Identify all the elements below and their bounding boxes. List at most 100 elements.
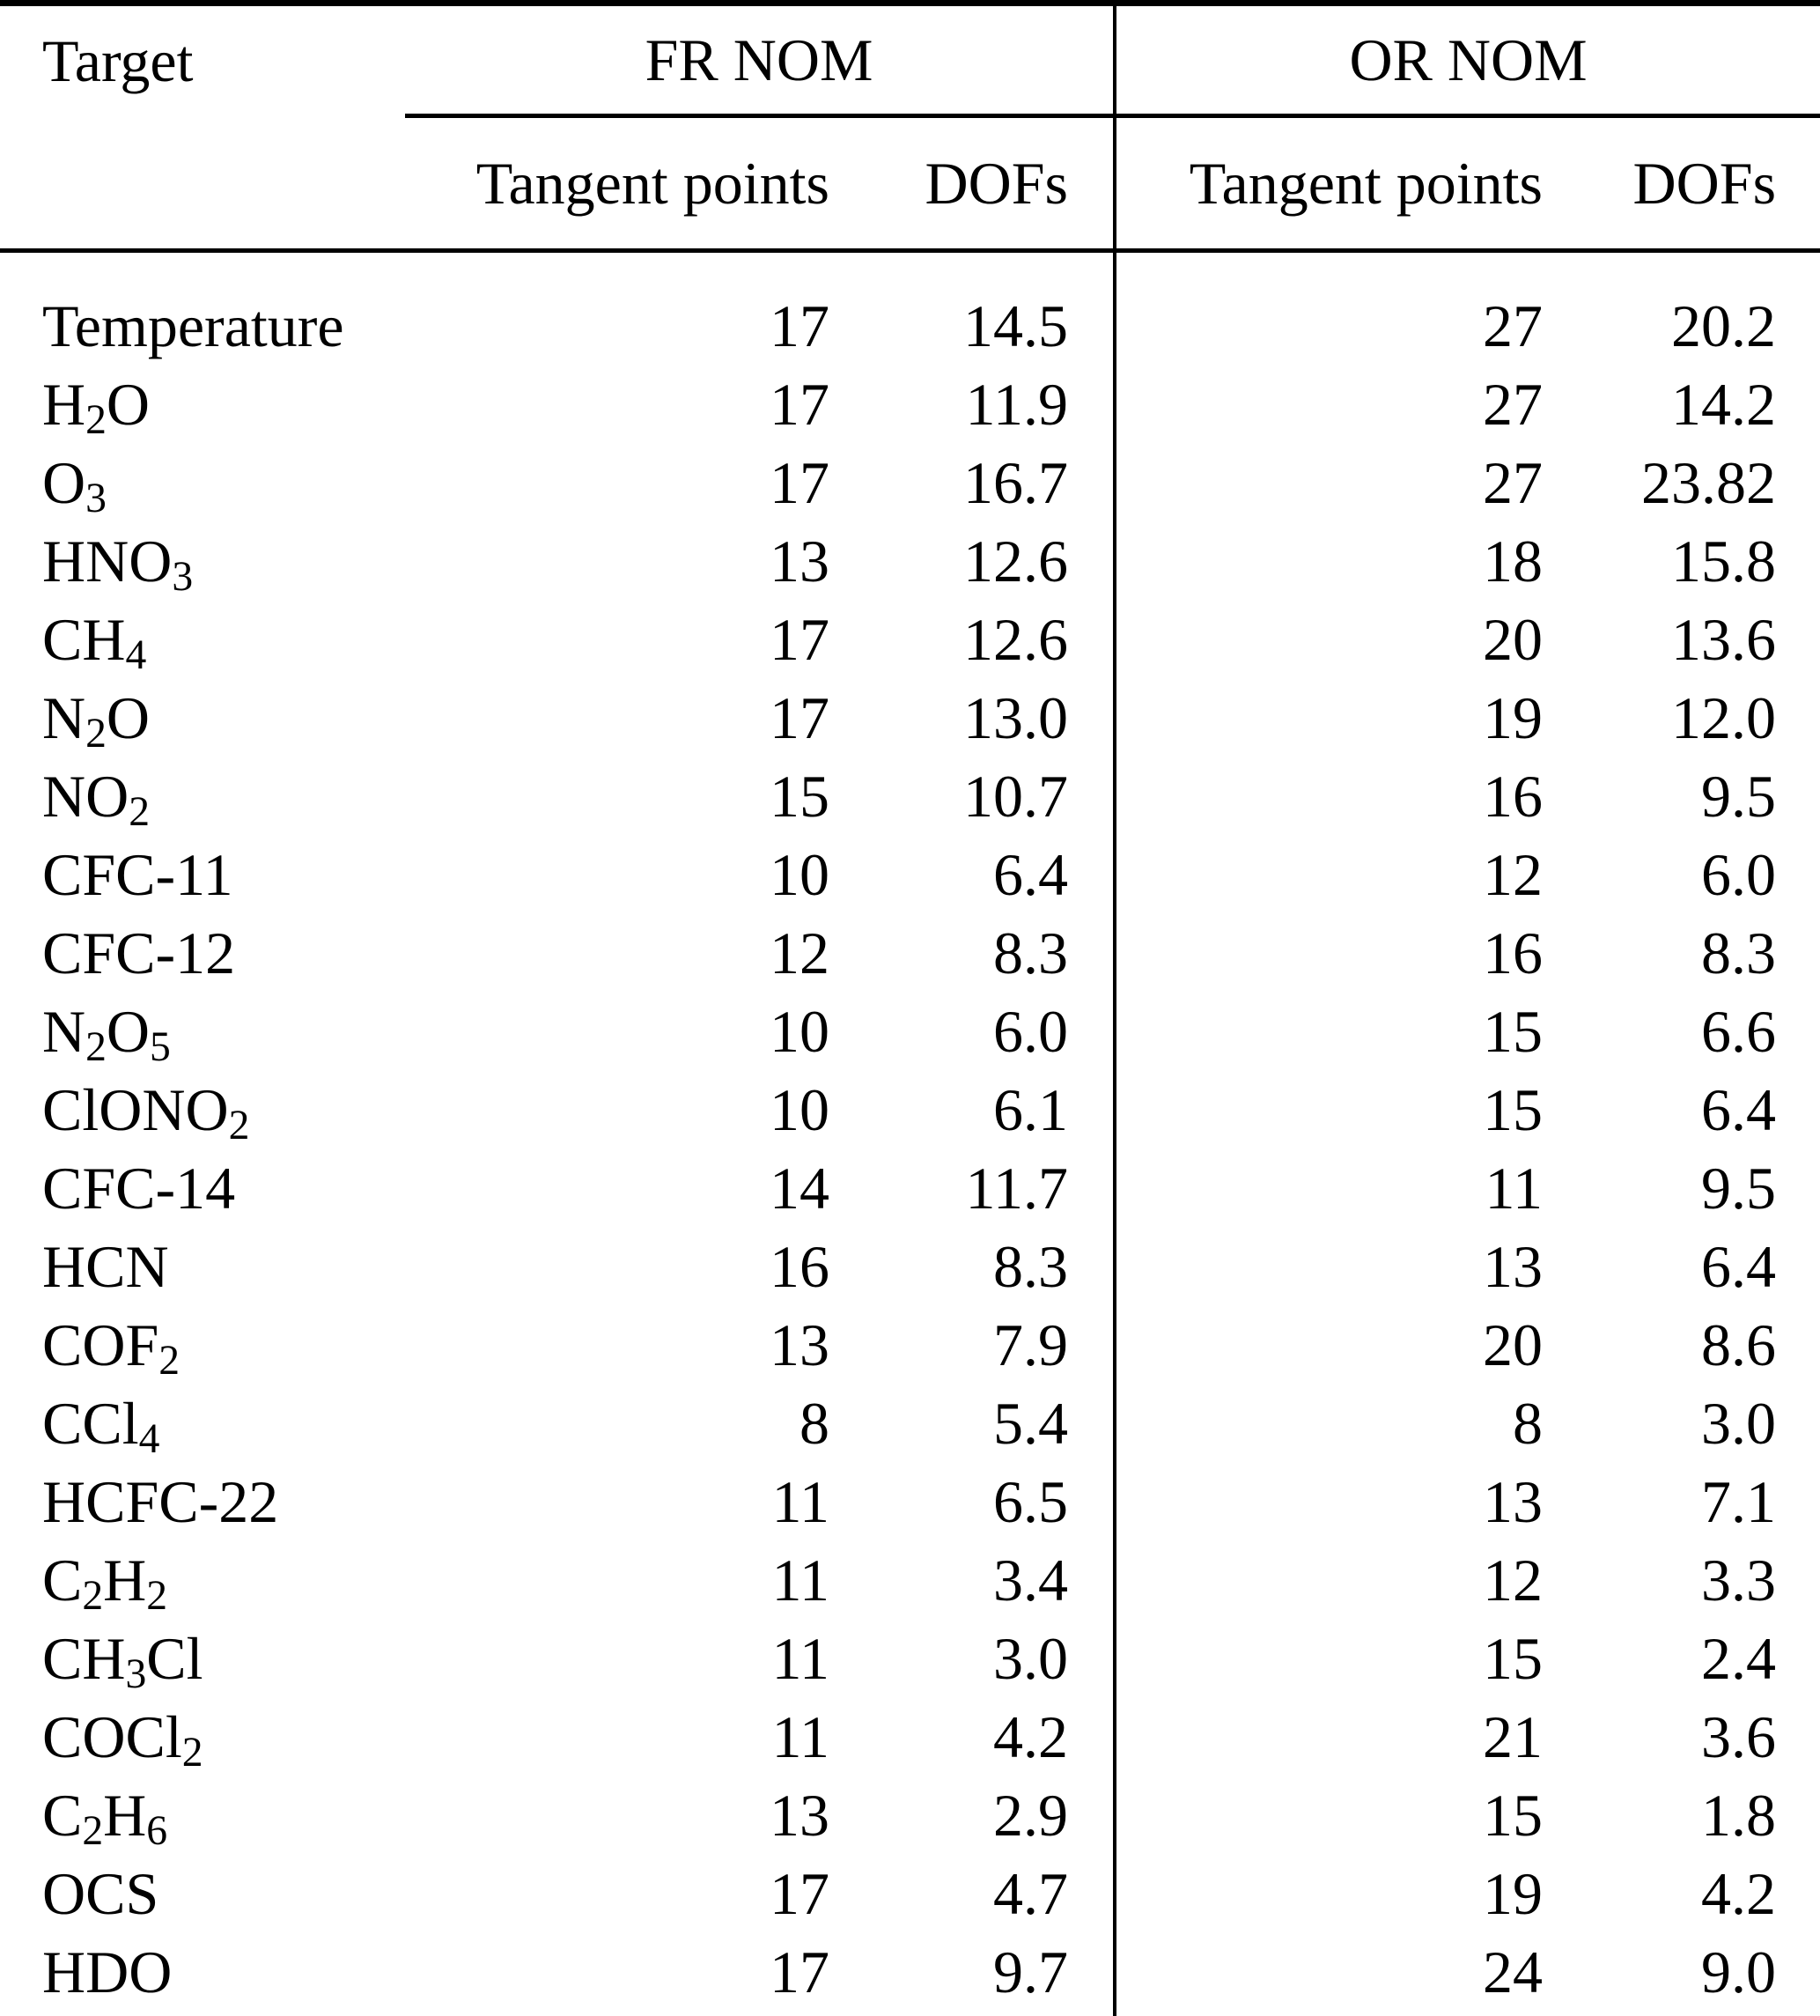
fr-dofs-value: 7.9 [844, 1306, 1117, 1385]
or-tangent-points-value: 13 [1483, 1468, 1544, 1535]
fr-dofs-value: 5.4 [844, 1385, 1117, 1463]
target-name-cell: CH3Cl [42, 1625, 203, 1698]
fr-dofs-value: 8.3 [844, 1228, 1117, 1306]
or-dofs-value: 6.6 [1701, 998, 1777, 1065]
fr-tangent-points-value: 14 [770, 1155, 829, 1222]
target-name-cell: O3 [42, 449, 107, 522]
fr-dofs-value: 6.1 [844, 1071, 1117, 1149]
sub-header-fr-tangent-points: Tangent points [405, 115, 844, 253]
fr-dofs-value: 11.9 [844, 366, 1117, 444]
fr-dofs-value: 4.7 [844, 1855, 1117, 1933]
fr-dofs-value: 2.9 [844, 1776, 1117, 1855]
or-tangent-points-value: 15 [1483, 1782, 1544, 1849]
target-name-cell: HCN [42, 1233, 169, 1300]
or-dofs-value: 3.6 [1701, 1703, 1777, 1770]
or-dofs-value: 8.6 [1701, 1311, 1777, 1378]
table-row: H2O 17 11.9 27 14.2 [0, 366, 1820, 444]
target-name-cell: Temperature [42, 292, 344, 359]
table-row: C2H6 13 2.9 15 1.8 [0, 1776, 1820, 1855]
or-dofs-value: 20.2 [1671, 292, 1777, 359]
target-name-cell: ClONO2 [42, 1076, 250, 1149]
or-tangent-points-value: 16 [1483, 763, 1544, 830]
or-tangent-points-value: 27 [1483, 449, 1544, 516]
table-row: O3 17 16.7 27 23.82 [0, 444, 1820, 522]
target-name-cell: C2H6 [42, 1782, 168, 1855]
table-row: HDO 17 9.7 24 9.0 [0, 1933, 1820, 2016]
target-name-cell: CCl4 [42, 1390, 160, 1463]
or-tangent-points-value: 13 [1483, 1233, 1544, 1300]
fr-dofs-value: 6.5 [844, 1463, 1117, 1541]
or-tangent-points-value: 27 [1483, 292, 1544, 359]
or-tangent-points-value: 19 [1483, 1860, 1544, 1927]
or-dofs-value: 13.6 [1671, 606, 1777, 673]
or-tangent-points-value: 27 [1483, 371, 1544, 438]
or-dofs-value: 1.8 [1701, 1782, 1777, 1849]
or-dofs-value: 2.4 [1701, 1625, 1777, 1692]
fr-dofs-value: 6.4 [844, 836, 1117, 914]
or-dofs-value: 7.1 [1701, 1468, 1777, 1535]
fr-tangent-points-value: 17 [770, 606, 829, 673]
fr-tangent-points-value: 17 [770, 292, 829, 359]
fr-tangent-points-value: 11 [771, 1625, 829, 1692]
target-name-cell: HCFC-22 [42, 1468, 279, 1535]
target-name-cell: CFC-11 [42, 841, 233, 908]
or-dofs-value: 15.8 [1671, 528, 1777, 594]
target-name-cell: CFC-12 [42, 919, 236, 986]
or-tangent-points-value: 12 [1483, 841, 1544, 908]
target-name-cell: COF2 [42, 1311, 181, 1385]
or-tangent-points-value: 8 [1513, 1390, 1544, 1457]
table-row: OCS 17 4.7 19 4.2 [0, 1855, 1820, 1933]
or-tangent-points-value: 15 [1483, 998, 1544, 1065]
column-group-fr-nom: FR NOM [405, 3, 1117, 118]
sub-header-empty [0, 115, 405, 253]
fr-dofs-value: 12.6 [844, 601, 1117, 679]
table-row: ClONO2 10 6.1 15 6.4 [0, 1071, 1820, 1149]
fr-tangent-points-value: 8 [799, 1390, 829, 1457]
fr-tangent-points-value: 11 [771, 1547, 829, 1614]
fr-tangent-points-value: 10 [770, 1076, 829, 1143]
table-row: CCl4 8 5.4 8 3.0 [0, 1385, 1820, 1463]
or-tangent-points-value: 24 [1483, 1938, 1544, 2005]
or-dofs-value: 4.2 [1701, 1860, 1777, 1927]
fr-dofs-value: 10.7 [844, 757, 1117, 836]
or-tangent-points-value: 15 [1483, 1076, 1544, 1143]
fr-tangent-points-value: 12 [770, 919, 829, 986]
table-row: C2H2 11 3.4 12 3.3 [0, 1541, 1820, 1620]
or-dofs-value: 14.2 [1671, 371, 1777, 438]
table-row: CFC-14 14 11.7 11 9.5 [0, 1149, 1820, 1228]
fr-dofs-value: 6.0 [844, 993, 1117, 1071]
table-row: COCl2 11 4.2 21 3.6 [0, 1698, 1820, 1776]
or-dofs-value: 8.3 [1701, 919, 1777, 986]
or-dofs-value: 12.0 [1671, 684, 1777, 751]
or-dofs-value: 3.0 [1701, 1390, 1777, 1457]
target-name-cell: CH4 [42, 606, 147, 679]
target-name-cell: H2O [42, 371, 151, 444]
fr-tangent-points-value: 17 [770, 1860, 829, 1927]
fr-tangent-points-value: 17 [770, 1938, 829, 2005]
target-name-cell: COCl2 [42, 1703, 203, 1776]
or-dofs-value: 6.4 [1701, 1233, 1777, 1300]
or-dofs-value: 6.4 [1701, 1076, 1777, 1143]
fr-tangent-points-value: 13 [770, 1782, 829, 1849]
target-name-cell: N2O [42, 684, 151, 757]
fr-tangent-points-value: 13 [770, 528, 829, 594]
fr-tangent-points-value: 10 [770, 998, 829, 1065]
table-row: COF2 13 7.9 20 8.6 [0, 1306, 1820, 1385]
table-row: HCN 16 8.3 13 6.4 [0, 1228, 1820, 1306]
or-dofs-value: 9.0 [1701, 1938, 1777, 2005]
target-name-cell: OCS [42, 1860, 159, 1927]
table-body: Temperature 17 14.5 27 20.2 H2O 17 11.9 27 14.2 O3… [0, 250, 1820, 2016]
fr-dofs-value: 8.3 [844, 914, 1117, 993]
or-tangent-points-value: 15 [1483, 1625, 1544, 1692]
table-row: NO2 15 10.7 16 9.5 [0, 757, 1820, 836]
fr-dofs-value: 12.6 [844, 522, 1117, 601]
or-tangent-points-value: 19 [1483, 684, 1544, 751]
or-dofs-value: 9.5 [1701, 1155, 1777, 1222]
sub-header-or-dofs: DOFs [1569, 115, 1820, 253]
fr-tangent-points-value: 17 [770, 371, 829, 438]
or-tangent-points-value: 16 [1483, 919, 1544, 986]
fr-tangent-points-value: 13 [770, 1311, 829, 1378]
fr-tangent-points-value: 17 [770, 449, 829, 516]
